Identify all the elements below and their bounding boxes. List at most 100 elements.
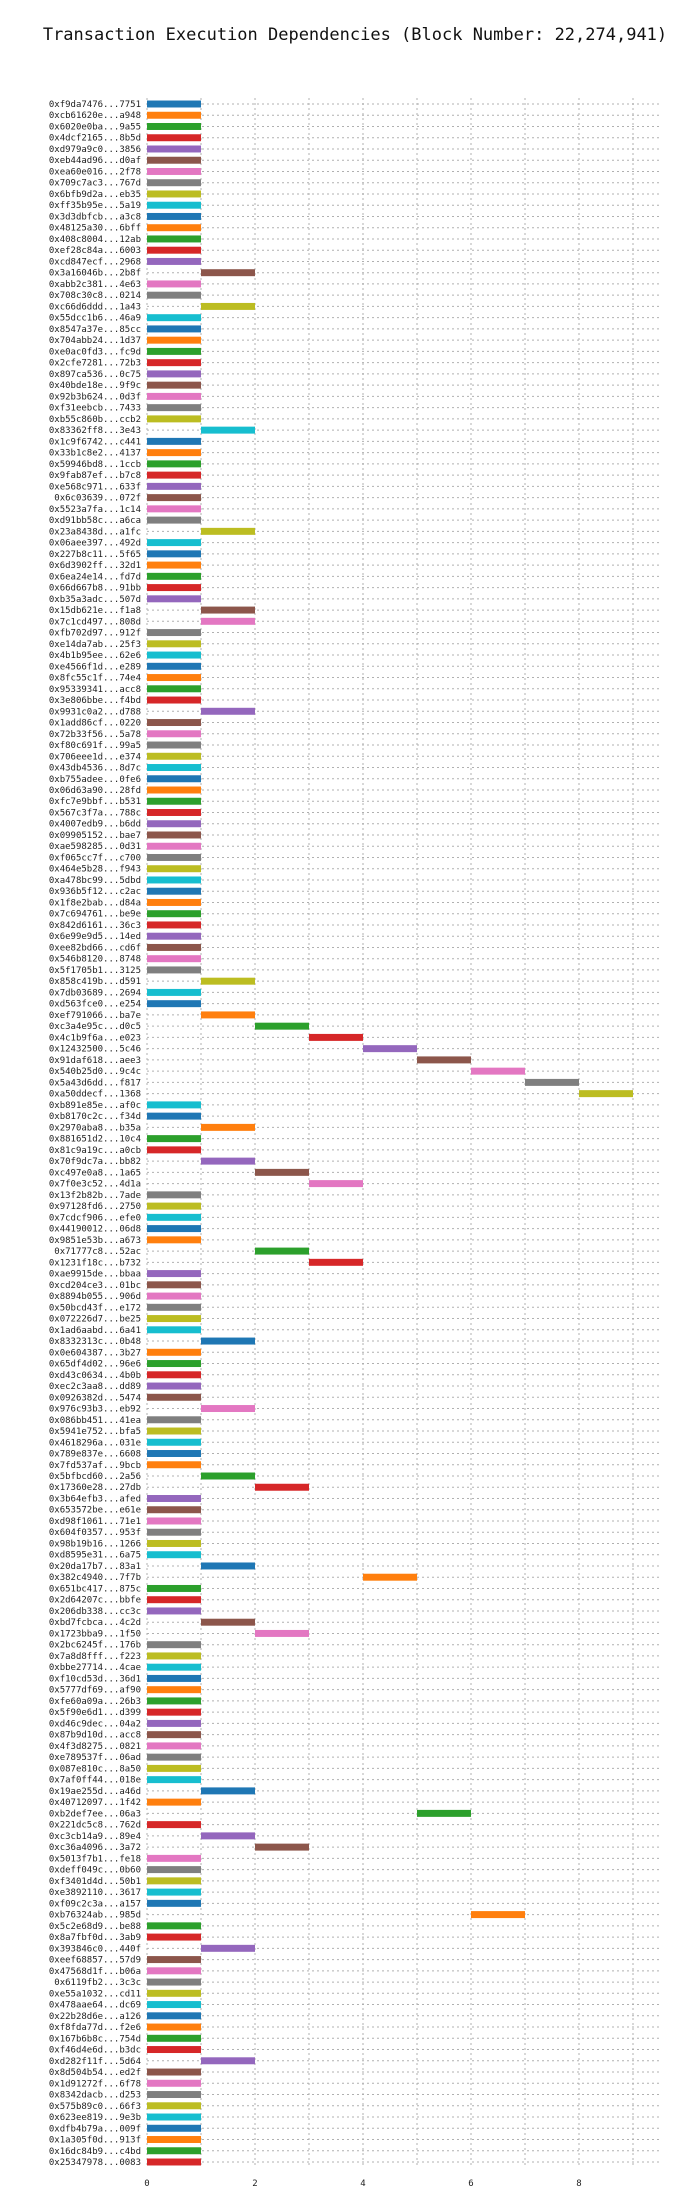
tx-label: 0x83362ff8...3e43 [49, 426, 141, 436]
tx-label: 0x408c8004...12ab [49, 235, 141, 245]
tx-label: 0x1d91272f...6f78 [49, 2079, 141, 2089]
tx-bar [147, 179, 201, 187]
x-tick-label: 2 [252, 2179, 257, 2189]
tx-bar [147, 2136, 201, 2143]
tx-label: 0x575b89c0...66f3 [49, 2102, 141, 2112]
tx-label: 0xb891e85e...af0c [49, 1101, 141, 1111]
tx-label: 0xe4566f1d...e289 [49, 662, 141, 672]
x-tick-label: 8 [576, 2179, 581, 2189]
tx-label: 0xcd204ce3...01bc [49, 1281, 141, 1291]
tx-bar [147, 1719, 201, 1727]
tx-label: 0x70f9dc7a...bb82 [49, 1157, 141, 1167]
tx-label: 0x5523a7fa...1c14 [49, 505, 141, 515]
tx-label: 0x6ea24e14...fd7d [49, 572, 141, 582]
tx-label: 0x1231f18c...b732 [49, 1258, 141, 1268]
tx-label: 0x7cdcf906...efe0 [49, 1213, 141, 1223]
tx-label: 0xb55c860b...ccb2 [49, 415, 141, 425]
tx-label: 0x5013f7b1...fe18 [49, 1854, 141, 1864]
tx-bar [147, 2113, 201, 2121]
tx-label: 0xfc7e9bbf...b531 [49, 797, 141, 807]
tx-bar [147, 190, 201, 198]
tx-bar [147, 415, 201, 423]
tx-label: 0x789e837e...6608 [49, 1450, 141, 1460]
tx-label: 0x71777c8...52ac [54, 1247, 141, 1257]
tx-label: 0x7af0ff44...018e [49, 1776, 141, 1786]
tx-label: 0x47568d1f...b06a [49, 1967, 141, 1977]
tx-bar [201, 1157, 255, 1165]
tx-bar [147, 224, 201, 232]
tx-bar [201, 1832, 255, 1840]
tx-label: 0x167b6b8c...754d [49, 2034, 141, 2044]
tx-label: 0x6e99e9d5...14ed [49, 932, 141, 942]
tx-label: 0x1723bba9...1f50 [49, 1629, 141, 1639]
tx-label: 0xcb61620e...a948 [49, 111, 141, 121]
tx-bar [147, 1450, 201, 1457]
tx-label: 0x653572be...e61e [49, 1506, 141, 1516]
tx-label: 0xfe60a09a...26b3 [49, 1697, 141, 1707]
tx-label: 0x81c9a19c...a0cb [49, 1146, 141, 1156]
tx-label: 0x43db4536...8d7c [49, 764, 141, 774]
tx-bar [147, 730, 201, 738]
tx-label: 0x06aee397...492d [49, 539, 141, 549]
tx-bar [147, 1551, 201, 1559]
tx-label: 0xd98f1061...71e1 [49, 1517, 141, 1527]
tx-label: 0xef791066...ba7e [49, 1011, 141, 1021]
tx-label: 0x8342dacb...d253 [49, 2091, 141, 2101]
tx-bar [147, 1584, 201, 1592]
tx-label: 0xe3892110...3617 [49, 1888, 141, 1898]
tx-bar [147, 1978, 201, 1986]
tx-bar [201, 1944, 255, 1952]
tx-label: 0x5777df69...af90 [49, 1686, 141, 1696]
tx-bar [147, 629, 201, 637]
tx-label: 0x8332313c...0b48 [49, 1337, 141, 1347]
tx-label: 0x3b64efb3...afed [49, 1494, 141, 1504]
tx-label: 0xd43c0634...4b0b [49, 1371, 141, 1381]
tx-bar [147, 212, 201, 220]
tx-label: 0x4007edb9...b6dd [49, 820, 141, 830]
tx-label: 0x98b19b16...1266 [49, 1539, 141, 1549]
tx-label: 0xf065cc7f...c700 [49, 853, 141, 863]
tx-label: 0x6d3902ff...32d1 [49, 561, 141, 571]
tx-bar [147, 1933, 201, 1941]
tx-label: 0x87b9d10d...acc8 [49, 1731, 141, 1741]
tx-bar [201, 269, 255, 277]
tx-bar [201, 1123, 255, 1131]
tx-bar [147, 1686, 201, 1694]
tx-label: 0x651bc417...875c [49, 1584, 141, 1594]
tx-bar [201, 1562, 255, 1570]
tx-bar [147, 1315, 201, 1323]
tx-bar [147, 921, 201, 929]
tx-bar [147, 550, 201, 558]
tx-label: 0x976c93b3...eb92 [49, 1405, 141, 1415]
tx-label: 0x881651d2...10c4 [49, 1135, 141, 1145]
tx-bar [147, 820, 201, 828]
tx-label: 0x7c694761...be9e [49, 910, 141, 920]
tx-label: 0x4b1b95ee...62e6 [49, 651, 141, 661]
tx-bar [147, 1427, 201, 1435]
tx-label: 0xdfb4b79a...009f [49, 2124, 141, 2134]
tx-label: 0xc3a4e95c...d0c5 [49, 1022, 141, 1032]
tx-label: 0xd8595e31...6a75 [49, 1551, 141, 1561]
tx-bar [147, 2001, 201, 2009]
tx-label: 0xf9da7476...7751 [49, 100, 141, 110]
tx-bar [147, 347, 201, 355]
tx-bar [147, 988, 201, 996]
tx-bar [147, 437, 201, 445]
tx-bar [147, 167, 201, 175]
grid [146, 98, 660, 2168]
tx-bar [147, 1517, 201, 1525]
tx-label: 0x1c9f6742...c441 [49, 437, 141, 447]
tx-bar [147, 539, 201, 547]
tx-label: 0x5a43d6dd...f817 [49, 1078, 141, 1088]
tx-label: 0x3e806bbe...f4bd [49, 696, 141, 706]
tx-bar [147, 1382, 201, 1390]
tx-label: 0x2970aba8...b35a [49, 1123, 141, 1133]
tx-bar [147, 752, 201, 760]
tx-bar [147, 1539, 201, 1547]
tx-label: 0x5941e752...bfa5 [49, 1427, 141, 1437]
tx-bar [471, 1067, 525, 1075]
x-tick-label: 6 [468, 2179, 473, 2189]
tx-label: 0xf10cd53d...36d1 [49, 1674, 141, 1684]
tx-bar [147, 696, 201, 704]
